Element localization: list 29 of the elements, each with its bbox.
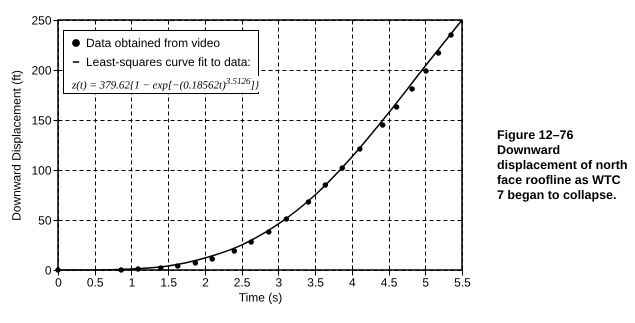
- y-tick-label: 150: [31, 114, 52, 128]
- legend-label: Least-squares curve fit to data:: [86, 55, 251, 69]
- point: [380, 122, 386, 128]
- x-tick-label: 1: [128, 276, 136, 290]
- y-axis-title: Downward Displacement (ft): [9, 70, 24, 221]
- y-tick-label: 50: [38, 214, 52, 228]
- x-tick-label: 5: [422, 276, 430, 290]
- x-tick-label: 4: [348, 276, 356, 290]
- y-tick-label: 0: [44, 264, 52, 278]
- x-tick-label: 3.5: [307, 276, 324, 290]
- point: [409, 86, 415, 92]
- annotation: z(t) = 379.62{1 − exp[−(0.18562t)$^{3.5126}$]}: [72, 76, 260, 92]
- legend-label: Data obtained from video: [86, 36, 220, 50]
- x-tick-label: 1.5: [160, 276, 178, 290]
- caption: Figure 12–76 Downward displacement of north face roofline as WTC 7 began to collapse.: [497, 128, 629, 203]
- point: [232, 248, 238, 254]
- x-axis-title: Time (s): [238, 290, 282, 304]
- x-tick-label: 0: [55, 276, 62, 290]
- y-tick-label: 200: [31, 64, 52, 78]
- x-tick-label: 4.5: [380, 276, 398, 290]
- x-tick-label: 2: [202, 276, 210, 290]
- x-tick-label: 2.5: [234, 276, 251, 290]
- y-tick-label: 100: [31, 164, 52, 178]
- point: [210, 256, 215, 262]
- x-tick-label: 3: [276, 276, 283, 290]
- x-tick-label: 5.5: [454, 276, 472, 290]
- point: [423, 68, 429, 74]
- y-tick-label: 250: [31, 14, 52, 28]
- x-tick-label: 0.5: [86, 276, 104, 290]
